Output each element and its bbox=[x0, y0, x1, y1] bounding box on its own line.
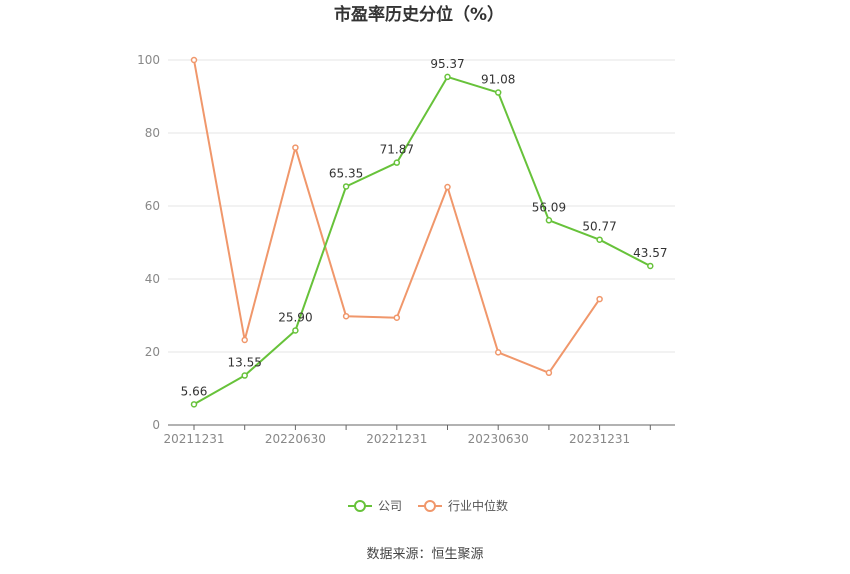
legend-label: 公司 bbox=[378, 499, 402, 513]
y-tick-40: 40 bbox=[145, 272, 160, 286]
data-label: 91.08 bbox=[481, 73, 515, 87]
data-label: 65.35 bbox=[329, 166, 363, 180]
series-line-0 bbox=[193, 75, 651, 406]
data-point bbox=[393, 314, 401, 321]
legend[interactable]: 公司 行业中位数 bbox=[348, 498, 508, 513]
legend-marker-icon bbox=[424, 500, 436, 512]
data-label: 13.55 bbox=[228, 356, 262, 370]
x-tick-20220630: 20220630 bbox=[265, 432, 326, 446]
grid-lines bbox=[168, 59, 675, 353]
x-tick-20230630: 20230630 bbox=[468, 432, 529, 446]
x-tick-20221231: 20221231 bbox=[366, 432, 427, 446]
data-label: 71.87 bbox=[380, 143, 414, 157]
chart-title: 市盈率历史分位（%） bbox=[334, 4, 504, 25]
legend-item-1[interactable]: 行业中位数 bbox=[418, 498, 508, 513]
series-line-1 bbox=[193, 59, 601, 374]
data-label: 50.77 bbox=[582, 220, 616, 234]
y-tick-100: 100 bbox=[137, 53, 160, 67]
data-point bbox=[190, 401, 198, 408]
data-point bbox=[545, 217, 553, 224]
data-label: 56.09 bbox=[532, 200, 566, 214]
data-point bbox=[647, 262, 654, 270]
legend-marker-icon bbox=[354, 500, 366, 512]
data-label: 95.37 bbox=[430, 57, 464, 71]
data-point bbox=[444, 73, 451, 81]
legend-label: 行业中位数 bbox=[448, 498, 508, 513]
data-point bbox=[342, 312, 350, 320]
data-labels: 5.66 13.55 25.90 65.35 71.87 95.37 91.08 56.09 5… bbox=[181, 57, 668, 398]
data-point bbox=[596, 236, 603, 243]
y-axis-ticks: 0 20 40 60 80 100 bbox=[137, 53, 160, 432]
data-point bbox=[241, 372, 248, 379]
legend-item-0[interactable]: 公司 bbox=[348, 499, 402, 513]
y-tick-60: 60 bbox=[145, 199, 160, 213]
data-point bbox=[342, 183, 350, 190]
x-axis: 20211231 20220630 20221231 20230630 20231231 bbox=[163, 424, 675, 446]
data-point bbox=[596, 295, 603, 303]
data-point bbox=[393, 159, 401, 166]
data-point bbox=[545, 369, 553, 377]
data-point bbox=[190, 56, 198, 64]
data-point bbox=[444, 183, 451, 191]
data-point bbox=[292, 327, 299, 334]
data-point bbox=[494, 89, 502, 96]
x-tick-20211231: 20211231 bbox=[163, 432, 224, 446]
data-label: 5.66 bbox=[181, 384, 208, 398]
data-point bbox=[241, 336, 248, 344]
y-tick-80: 80 bbox=[145, 126, 160, 140]
data-point bbox=[292, 144, 299, 151]
data-point bbox=[494, 349, 502, 356]
y-tick-0: 0 bbox=[152, 418, 160, 432]
data-label: 25.90 bbox=[278, 310, 312, 324]
series-layer bbox=[190, 56, 654, 408]
data-label: 43.57 bbox=[633, 246, 667, 260]
source-note: 数据来源：恒生聚源 bbox=[366, 547, 483, 562]
x-tick-20231231: 20231231 bbox=[569, 432, 630, 446]
y-tick-20: 20 bbox=[145, 345, 160, 359]
